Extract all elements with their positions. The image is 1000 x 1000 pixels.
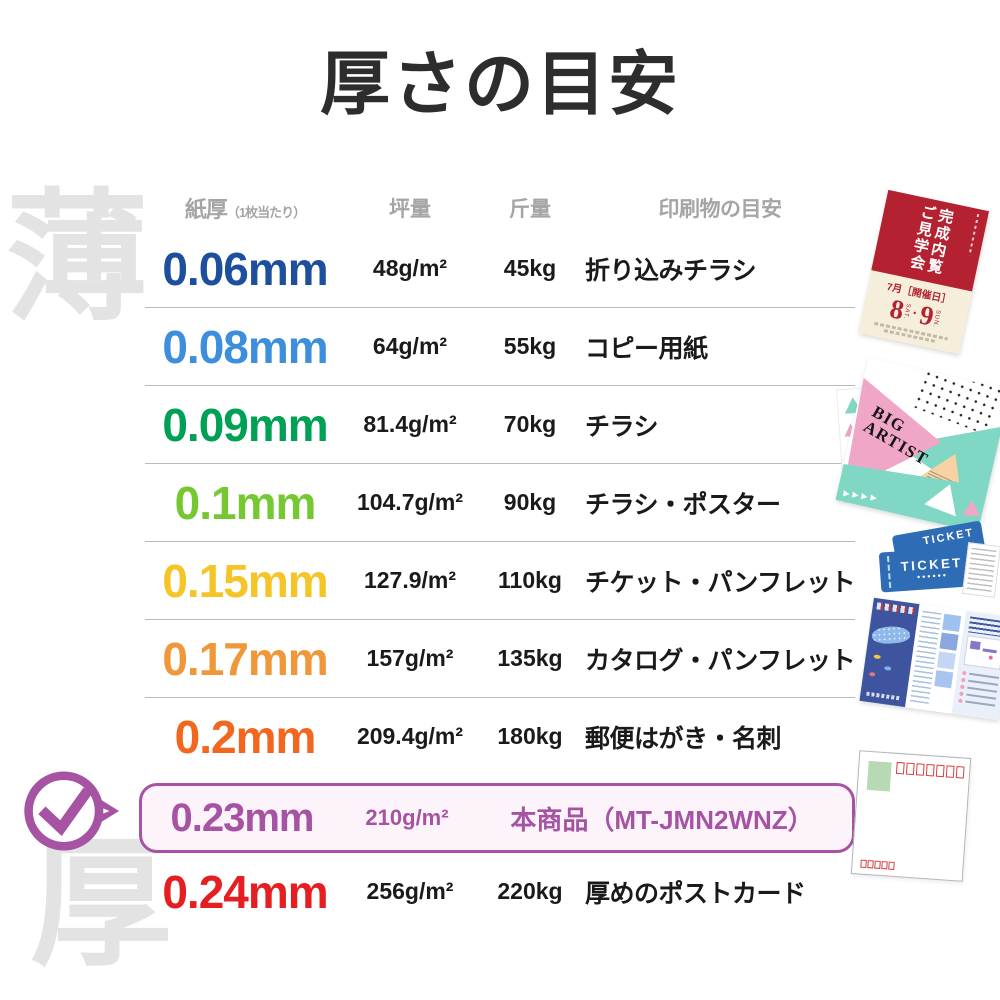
sender-code-boxes [860,859,895,870]
ream-weight-value: 220kg [497,878,563,904]
fish-illustration [883,665,892,671]
brochure-text-lines [968,616,1000,638]
header-thickness-note: （1枚当たり） [226,205,306,220]
thickness-value: 0.06mm [162,242,328,295]
watermark-thin: 薄 [6,179,148,338]
artist-flyer-image: BIG ARTIST ▶▶▶▶ ▶▶▶ [835,357,1000,533]
thickness-value: 0.08mm [162,320,328,373]
ream-weight-value: 45kg [503,255,557,281]
event-flyer-microtext [968,213,980,256]
table-row: 0.09mm 81.4g/m² 70kg チラシ [145,386,855,464]
thickness-table: 紙厚（1枚当たり） 坪量 斤量 印刷物の目安 0.06mm 48g/m² 45k… [139,186,856,930]
table-row: 0.08mm 64g/m² 55kg コピー用紙 [145,308,855,386]
usage-value: チラシ [585,412,659,441]
header-ream-weight: 斤量 [509,198,551,221]
table-row: 0.15mm 127.9/m² 110kg チケット・パンフレット [145,542,856,620]
usage-value: 郵便はがき・名刺 [585,724,782,753]
thickness-value: 0.24mm [162,865,328,918]
basis-weight-value: 104.7g/m² [356,489,464,515]
receipt-text-lines [966,547,997,593]
table-row: 0.06mm 48g/m² 45kg 折り込みチラシ [145,230,855,308]
ticket-dots: •••••• [916,569,949,583]
postal-code-boxes [895,761,965,779]
usage-value: カタログ・パンフレット [585,646,856,675]
table-row: 0.1mm 104.7g/m² 90kg チラシ・ポスター [145,464,855,542]
pink-small-triangle [962,500,981,516]
fish-illustration [869,671,876,677]
thickness-value: 0.1mm [174,476,317,529]
basis-weight-value: 127.9/m² [363,567,457,593]
basis-weight-value: 210g/m² [365,805,449,830]
thickness-value: 0.2mm [174,710,317,763]
basis-weight-value: 48g/m² [372,255,448,281]
usage-value: コピー用紙 [585,334,708,363]
white-triangle [924,478,966,516]
stamp-area [866,760,892,792]
map-illustration [963,635,1000,671]
header-usage: 印刷物の目安 [658,198,783,221]
postcard-image [850,750,972,882]
receipt [961,542,1000,598]
event-flyer-image: 完成内覧ご見学会 7月［開催日］ 8 SAT. ・ 9 SUN. [857,189,990,355]
header-thickness: 紙厚（1枚当たり） [184,197,306,222]
table-header-row: 紙厚（1枚当たり） 坪量 斤量 印刷物の目安 [145,186,855,230]
checkmark-bubble-icon [24,771,120,851]
brochure-checklist [958,669,1000,709]
basis-weight-value: 64g/m² [372,333,448,359]
event-flyer-title: 完成内覧ご見学会 [906,202,956,277]
basis-weight-value: 157g/m² [366,645,454,671]
usage-value: チケット・パンフレット [585,568,856,597]
basis-weight-value: 81.4g/m² [363,411,457,437]
basis-weight-value: 209.4g/m² [356,723,464,749]
basis-weight-value: 256g/m² [366,878,454,904]
table-row: 0.24mm 256g/m² 220kg 厚めのポストカード [145,853,855,930]
ream-weight-value: 70kg [503,411,557,437]
ream-weight-value: 90kg [503,489,557,515]
thickness-value: 0.23mm [170,795,315,840]
thickness-value: 0.17mm [162,632,328,685]
ream-weight-value: 135kg [497,645,563,671]
table-row: 0.17mm 157g/m² 135kg カタログ・パンフレット [145,620,856,698]
watermark-thick: 厚 [30,825,172,984]
usage-value: チラシ・ポスター [585,490,781,519]
dot-pattern [911,359,1000,437]
fish-illustration [873,654,881,660]
ream-weight-value: 55kg [503,333,557,359]
whale-shark-illustration [871,625,911,645]
table-row: 0.2mm 209.4g/m² 180kg 郵便はがき・名刺 [145,698,855,775]
usage-value: 厚めのポストカード [585,879,806,908]
brochure-cover-text-lines [866,691,901,701]
usage-value: 折り込みチラシ [585,256,757,285]
highlighted-product-row: 0.23mm 210g/m² 本商品（MT-JMN2WNZ） [139,783,855,853]
thickness-value: 0.09mm [162,398,328,451]
brochure-image [859,597,1000,721]
thickness-value: 0.15mm [162,554,328,607]
brochure-title-bar [876,602,916,615]
ream-weight-value: 180kg [497,723,563,749]
tickets-image: TICKET TICKET •••••• [878,520,1000,608]
ream-weight-value: 110kg [498,567,562,593]
product-name: 本商品（MT-JMN2WNZ） [510,804,814,835]
page-title: 厚さの目安 [320,45,680,123]
header-basis-weight: 坪量 [389,198,431,221]
